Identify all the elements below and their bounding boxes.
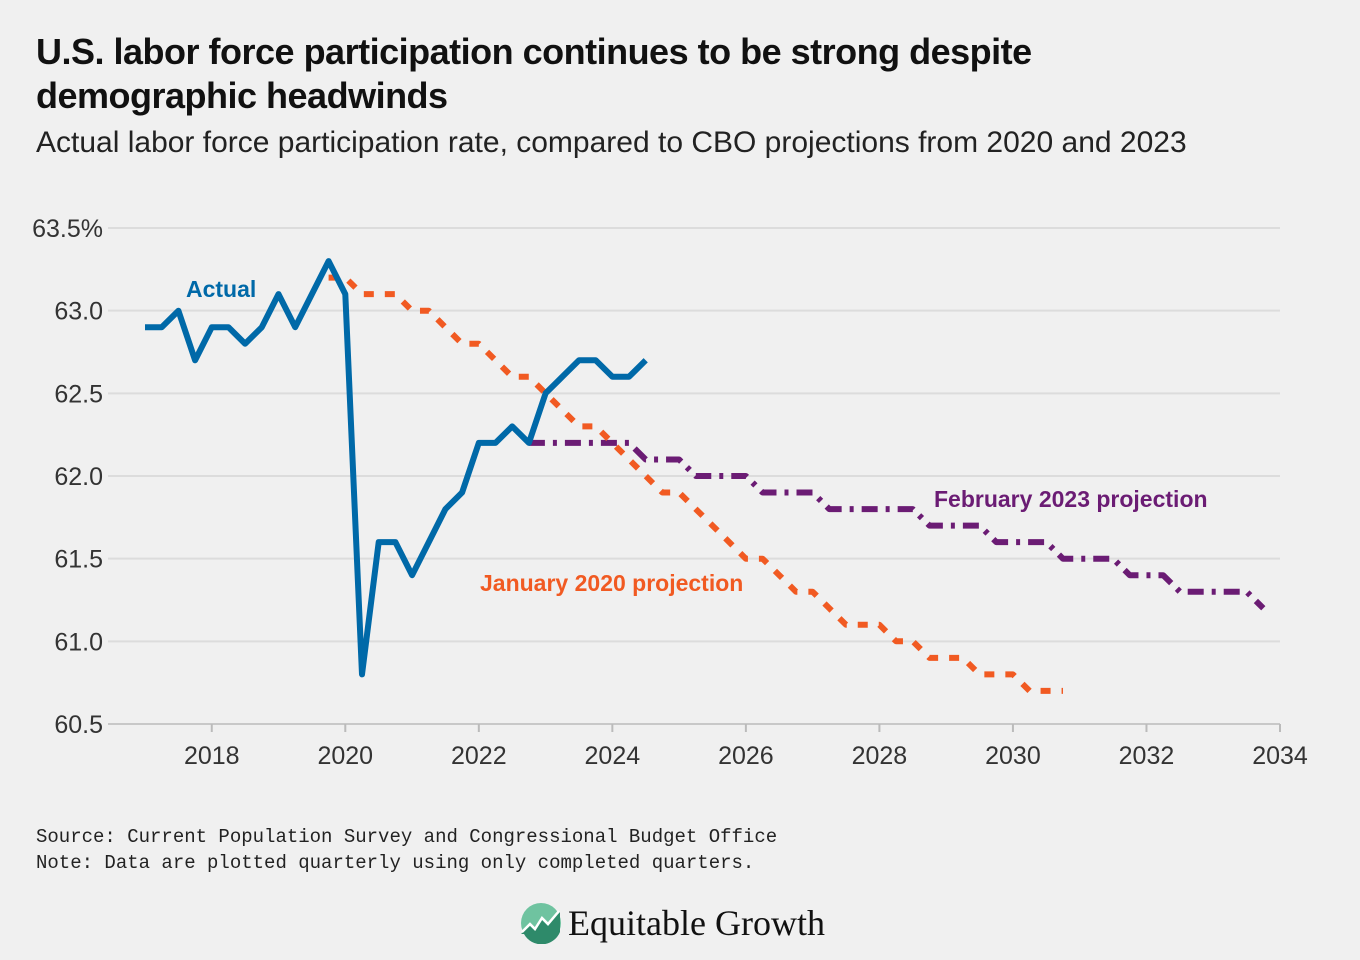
y-tick-label: 62.0 bbox=[54, 463, 103, 491]
notes: Source: Current Population Survey and Co… bbox=[36, 824, 777, 876]
equitable-growth-logo: Equitable Growth bbox=[520, 902, 825, 944]
chart-subtitle: Actual labor force participation rate, c… bbox=[36, 126, 1187, 159]
series-line-january-2020-projection bbox=[328, 274, 1063, 694]
x-tick-label: 2024 bbox=[585, 742, 641, 770]
x-tick-label: 2030 bbox=[985, 742, 1041, 770]
x-tick-label: 2026 bbox=[718, 742, 774, 770]
x-tick-label: 2028 bbox=[852, 742, 908, 770]
x-tick-label: 2018 bbox=[184, 742, 240, 770]
source-note: Source: Current Population Survey and Co… bbox=[36, 826, 778, 848]
y-tick-label: 61.0 bbox=[54, 628, 103, 656]
series-line-actual bbox=[145, 258, 648, 678]
data-note: Note: Data are plotted quarterly using o… bbox=[36, 852, 755, 874]
legend-actual: Actual bbox=[186, 276, 256, 302]
legend-february-2023: February 2023 projection bbox=[934, 486, 1208, 512]
legend-january-2020: January 2020 projection bbox=[480, 570, 743, 596]
x-tick-label: 2034 bbox=[1252, 742, 1308, 770]
y-tick-label: 63.0 bbox=[54, 298, 103, 326]
y-tick-label: 61.5 bbox=[54, 546, 103, 574]
y-tick-label: 63.5% bbox=[32, 215, 103, 243]
x-tick-label: 2022 bbox=[451, 742, 507, 770]
logo-text: Equitable Growth bbox=[568, 903, 825, 943]
x-tick-label: 2032 bbox=[1119, 742, 1175, 770]
y-tick-label: 60.5 bbox=[54, 711, 103, 739]
growth-chart-icon bbox=[521, 903, 561, 944]
chart-title: U.S. labor force participation continues… bbox=[36, 31, 1032, 116]
y-tick-label: 62.5 bbox=[54, 380, 103, 408]
x-tick-label: 2020 bbox=[317, 742, 373, 770]
